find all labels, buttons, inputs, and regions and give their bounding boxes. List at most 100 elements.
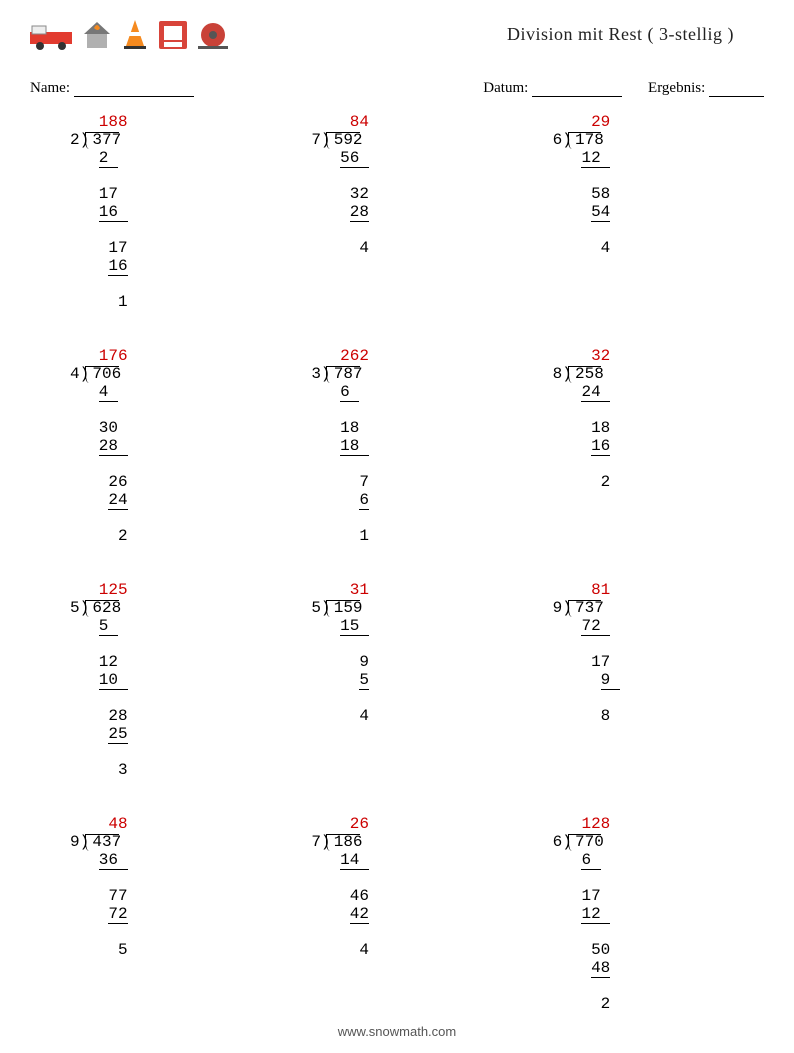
- bringdown-row: 12: [70, 653, 251, 671]
- division-problem: 1882) 377 2 17 16 17 16 1: [70, 113, 251, 311]
- alarm-bell-icon: [198, 20, 228, 50]
- division-problem: 296) 178 12 58 54 4: [553, 113, 734, 311]
- subtract-line: [311, 455, 492, 473]
- remainder-row: 2: [553, 995, 734, 1013]
- remainder-row: 4: [311, 941, 492, 959]
- name-blank[interactable]: [74, 82, 194, 97]
- subtract-line: [553, 455, 734, 473]
- meta-row: Name: Datum: Ergebnis:: [30, 80, 764, 97]
- result-blank[interactable]: [709, 82, 764, 97]
- subtract-row: 28: [311, 203, 492, 221]
- division-problem: 819) 737 72 17 9 8: [553, 581, 734, 779]
- divisor-dividend-row: 9) 437: [70, 833, 121, 851]
- subtract-line: [553, 401, 734, 419]
- fire-truck-icon: [30, 24, 72, 50]
- remainder-row: 3: [70, 761, 251, 779]
- divisor-dividend-row: 5) 628: [70, 599, 121, 617]
- problems-grid: 1882) 377 2 17 16 17 16 1 847) 592 56 32…: [30, 113, 764, 1013]
- divisor-dividend-row: 6) 770: [553, 833, 604, 851]
- subtract-row: 25: [70, 725, 251, 743]
- remainder-row: 1: [70, 293, 251, 311]
- quotient-value: 125: [70, 581, 251, 599]
- division-bracket: [568, 366, 602, 383]
- subtract-line: [70, 401, 251, 419]
- division-problem: 847) 592 56 32 28 4: [311, 113, 492, 311]
- division-problem: 1255) 628 5 12 10 28 25 3: [70, 581, 251, 779]
- bringdown-row: 26: [70, 473, 251, 491]
- divisor-dividend-row: 2) 377: [70, 131, 121, 149]
- subtract-row: 5: [311, 671, 492, 689]
- subtract-line: [70, 167, 251, 185]
- subtract-row: 15: [311, 617, 492, 635]
- division-bracket: [568, 132, 602, 149]
- subtract-line: [70, 635, 251, 653]
- subtract-line: [70, 221, 251, 239]
- subtract-row: 16: [553, 437, 734, 455]
- date-label: Datum:: [483, 80, 528, 96]
- quotient-value: 81: [553, 581, 734, 599]
- remainder-row: 4: [553, 239, 734, 257]
- subtract-row: 14: [311, 851, 492, 869]
- quotient-value: 32: [553, 347, 734, 365]
- subtract-line: [553, 869, 734, 887]
- header-bar: Division mit Rest ( 3-stellig ): [30, 18, 764, 50]
- subtract-line: [70, 689, 251, 707]
- header-icons: [30, 18, 228, 50]
- subtract-row: 6: [311, 491, 492, 509]
- remainder-row: 4: [311, 707, 492, 725]
- bringdown-row: 50: [553, 941, 734, 959]
- division-bracket: [326, 834, 360, 851]
- subtract-line: [70, 743, 251, 761]
- subtract-line: [70, 869, 251, 887]
- division-problem: 328) 258 24 18 16 2: [553, 347, 734, 545]
- worksheet-title: Division mit Rest ( 3-stellig ): [507, 24, 734, 45]
- bringdown-row: 9: [311, 653, 492, 671]
- subtract-row: 6: [553, 851, 734, 869]
- divisor-dividend-row: 7) 592: [311, 131, 362, 149]
- subtract-row: 10: [70, 671, 251, 689]
- quotient-value: 188: [70, 113, 251, 131]
- subtract-line: [311, 509, 492, 527]
- subtract-row: 36: [70, 851, 251, 869]
- bringdown-row: 30: [70, 419, 251, 437]
- subtract-line: [553, 977, 734, 995]
- bringdown-row: 77: [70, 887, 251, 905]
- division-bracket: [326, 132, 360, 149]
- bringdown-row: 17: [70, 239, 251, 257]
- footer-url: www.snowmath.com: [0, 1024, 794, 1039]
- subtract-row: 72: [70, 905, 251, 923]
- division-problem: 315) 159 15 9 5 4: [311, 581, 492, 779]
- subtract-row: 72: [553, 617, 734, 635]
- remainder-row: 8: [553, 707, 734, 725]
- subtract-line: [70, 455, 251, 473]
- remainder-row: 1: [311, 527, 492, 545]
- fire-alarm-icon: [158, 20, 188, 50]
- subtract-row: 16: [70, 203, 251, 221]
- remainder-row: 2: [553, 473, 734, 491]
- subtract-row: 6: [311, 383, 492, 401]
- bringdown-row: 28: [70, 707, 251, 725]
- division-bracket: [85, 366, 119, 383]
- bringdown-row: 17: [553, 653, 734, 671]
- subtract-line: [553, 167, 734, 185]
- subtract-line: [311, 221, 492, 239]
- subtract-line: [311, 869, 492, 887]
- bringdown-row: 7: [311, 473, 492, 491]
- subtract-row: 28: [70, 437, 251, 455]
- date-blank[interactable]: [532, 82, 622, 97]
- subtract-row: 5: [70, 617, 251, 635]
- subtract-line: [70, 509, 251, 527]
- bringdown-row: 18: [311, 419, 492, 437]
- burning-house-icon: [82, 20, 112, 50]
- subtract-row: 16: [70, 257, 251, 275]
- divisor-dividend-row: 3) 787: [311, 365, 362, 383]
- quotient-value: 262: [311, 347, 492, 365]
- bringdown-row: 32: [311, 185, 492, 203]
- division-problem: 489) 437 36 77 72 5: [70, 815, 251, 1013]
- divisor-dividend-row: 8) 258: [553, 365, 604, 383]
- bringdown-row: 18: [553, 419, 734, 437]
- remainder-row: 2: [70, 527, 251, 545]
- subtract-row: 56: [311, 149, 492, 167]
- divisor-dividend-row: 7) 186: [311, 833, 362, 851]
- remainder-row: 4: [311, 239, 492, 257]
